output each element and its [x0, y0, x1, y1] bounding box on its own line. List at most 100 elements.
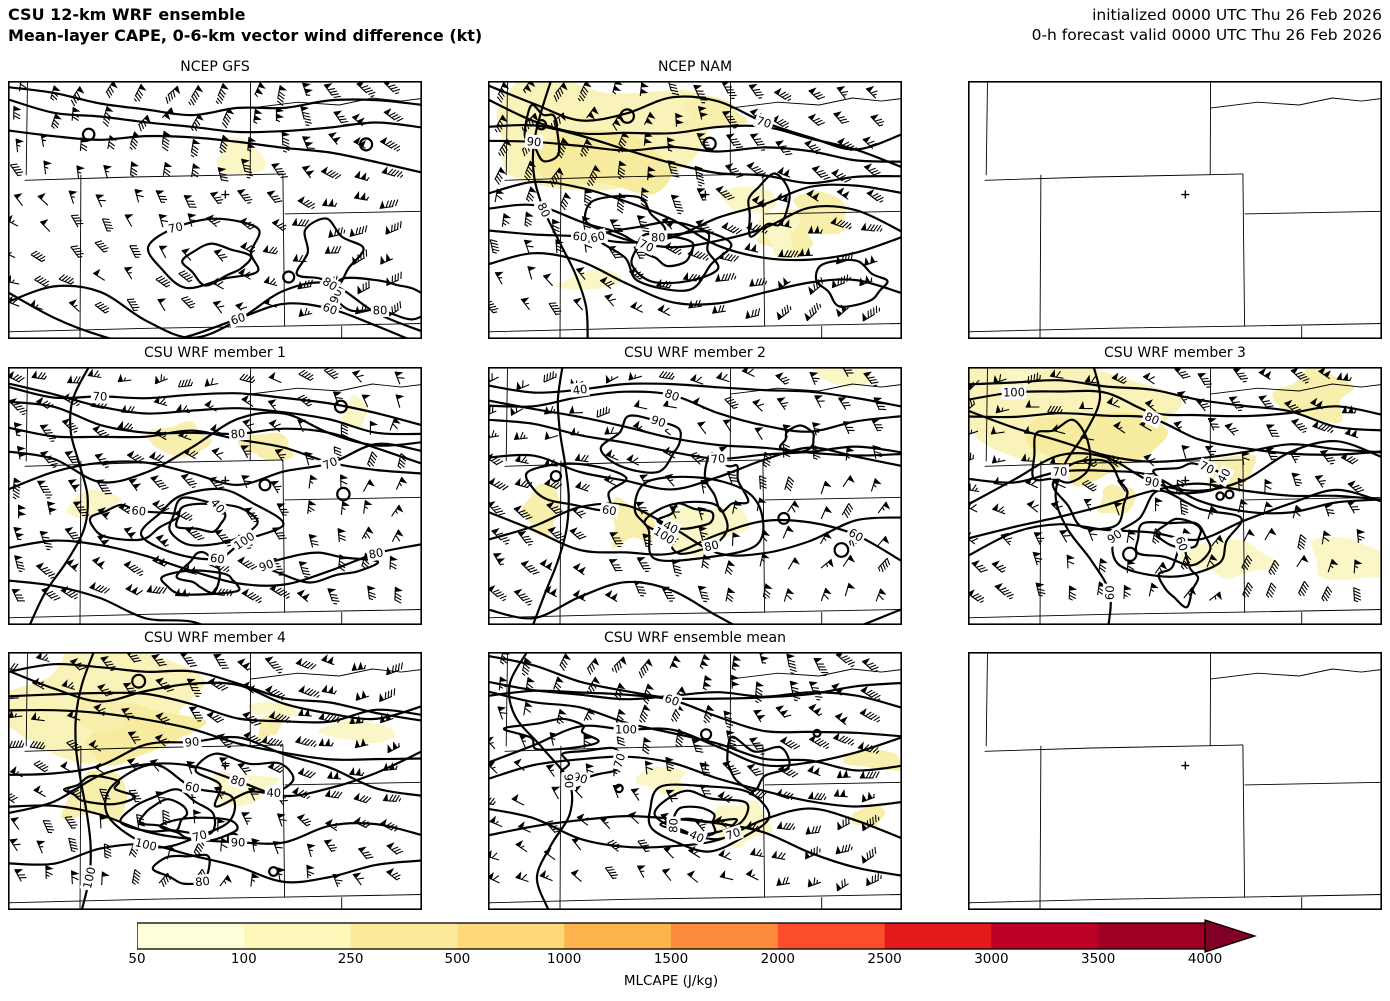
svg-text:90: 90 — [257, 556, 276, 574]
svg-text:70: 70 — [710, 451, 726, 466]
contour-label: 60 — [570, 228, 590, 245]
state-borders — [968, 652, 1382, 910]
panel-title: CSU WRF member 4 — [144, 630, 286, 646]
svg-text:100: 100 — [134, 835, 159, 854]
contour-label: 90 — [524, 134, 544, 150]
contour-label: 80 — [649, 230, 668, 245]
colorbar-tick: 2500 — [867, 951, 902, 967]
svg-text:80: 80 — [534, 200, 553, 219]
station-marker — [701, 761, 710, 770]
contour-label: 70 — [708, 451, 728, 467]
contour-label: 60 — [207, 550, 228, 567]
contour-label: 100 — [613, 722, 639, 737]
map-panel: 70 90 40 100 60 80 90 100 80 — [8, 652, 422, 910]
station-marker — [221, 476, 230, 485]
svg-text:70: 70 — [321, 454, 340, 473]
svg-text:70: 70 — [167, 219, 184, 236]
svg-text:60: 60 — [846, 525, 866, 544]
map-panel: 404080709060100708060 — [8, 367, 422, 625]
panel-title: NCEP GFS — [180, 59, 250, 75]
contour-label: 90 — [228, 835, 248, 850]
panel-frame — [8, 367, 422, 625]
colorbar-gradient — [137, 919, 1257, 953]
svg-text:80: 80 — [651, 230, 666, 244]
map-panel-blank — [968, 81, 1382, 339]
contour-label: 70 — [165, 218, 186, 237]
station-marker — [1181, 761, 1190, 770]
svg-text:90: 90 — [526, 134, 542, 149]
svg-text:70: 70 — [1053, 464, 1068, 478]
svg-text:70: 70 — [724, 825, 742, 843]
station-marker — [1181, 476, 1190, 485]
svg-text:70: 70 — [755, 113, 773, 131]
contour-label: 80 — [701, 536, 722, 555]
svg-text:90: 90 — [1104, 527, 1124, 547]
svg-text:40: 40 — [266, 786, 281, 801]
contour-label: 60 — [181, 778, 203, 797]
contour-label: 90 — [561, 771, 577, 791]
svg-text:90: 90 — [649, 412, 667, 430]
contour-label: 60 — [587, 228, 609, 246]
svg-text:40: 40 — [1214, 466, 1233, 486]
panel-frame — [8, 652, 422, 910]
contour-label: 100 — [132, 834, 160, 855]
figure-title-line2: Mean-layer CAPE, 0-6-km vector wind diff… — [8, 25, 483, 45]
svg-text:40: 40 — [572, 382, 588, 398]
contour-label: 90 — [1141, 473, 1163, 491]
panel-frame — [968, 652, 1382, 910]
contour-label: 70 — [635, 235, 658, 256]
valid-time-text: 0-h forecast valid 0000 UTC Thu 26 Feb 2… — [1031, 26, 1382, 45]
svg-text:60: 60 — [321, 300, 340, 318]
contour-label: 90 — [182, 734, 202, 750]
figure-init-valid-block: initialized 0000 UTC Thu 26 Feb 2026 0-h… — [1032, 5, 1382, 45]
contour-label: 100 — [79, 864, 99, 892]
wind-difference-contours — [488, 652, 902, 910]
contour-label: 60 — [129, 502, 149, 519]
contour-label: 60 — [1172, 532, 1192, 555]
panel-title: CSU WRF member 2 — [624, 345, 766, 361]
contour-label: 40 — [264, 785, 284, 801]
svg-text:70: 70 — [92, 389, 107, 404]
contour-label: 40 — [685, 826, 708, 847]
svg-text:100: 100 — [615, 723, 637, 737]
cape-shading — [496, 81, 847, 291]
panel-frame — [488, 367, 902, 625]
contour-label: 70 — [90, 389, 110, 404]
contour-label: 60 — [1102, 583, 1118, 603]
svg-text:80: 80 — [230, 426, 246, 441]
panel-title: NCEP NAM — [657, 59, 733, 75]
svg-text:60: 60 — [663, 691, 682, 709]
colorbar-tick: 50 — [128, 951, 146, 967]
wind-barbs — [8, 81, 404, 318]
colorbar-tick: 3000 — [974, 951, 1009, 967]
svg-text:60: 60 — [589, 228, 606, 245]
state-borders — [968, 81, 1382, 339]
svg-text:80: 80 — [1142, 409, 1161, 428]
svg-text:60: 60 — [601, 502, 618, 518]
svg-text:90: 90 — [1143, 474, 1160, 491]
colorbar-tick: 1500 — [653, 951, 689, 967]
contour-label: 80 — [365, 544, 387, 563]
figure-title-line1: CSU 12-km WRF ensemble — [8, 5, 246, 24]
station-marker — [701, 476, 710, 485]
contour-label: 60 — [661, 690, 683, 710]
svg-text:60: 60 — [209, 551, 225, 567]
contour-label: 70 — [1195, 457, 1219, 478]
colorbar-tick: 2000 — [760, 951, 795, 967]
svg-text:80: 80 — [373, 303, 388, 317]
colorbar-tick: 250 — [337, 951, 364, 967]
colorbar-extend-arrow — [1204, 919, 1257, 953]
init-time-text: initialized 0000 UTC Thu 26 Feb 2026 — [1092, 6, 1382, 24]
contour-label: 40 — [570, 381, 590, 398]
colorbar-tick: 4000 — [1187, 951, 1223, 967]
contour-label: 80 — [227, 771, 249, 791]
svg-text:80: 80 — [320, 274, 340, 294]
contour-labels: 70 90 40 100 60 80 90 100 80 — [79, 734, 284, 892]
contour-label: 40 — [1213, 464, 1235, 488]
